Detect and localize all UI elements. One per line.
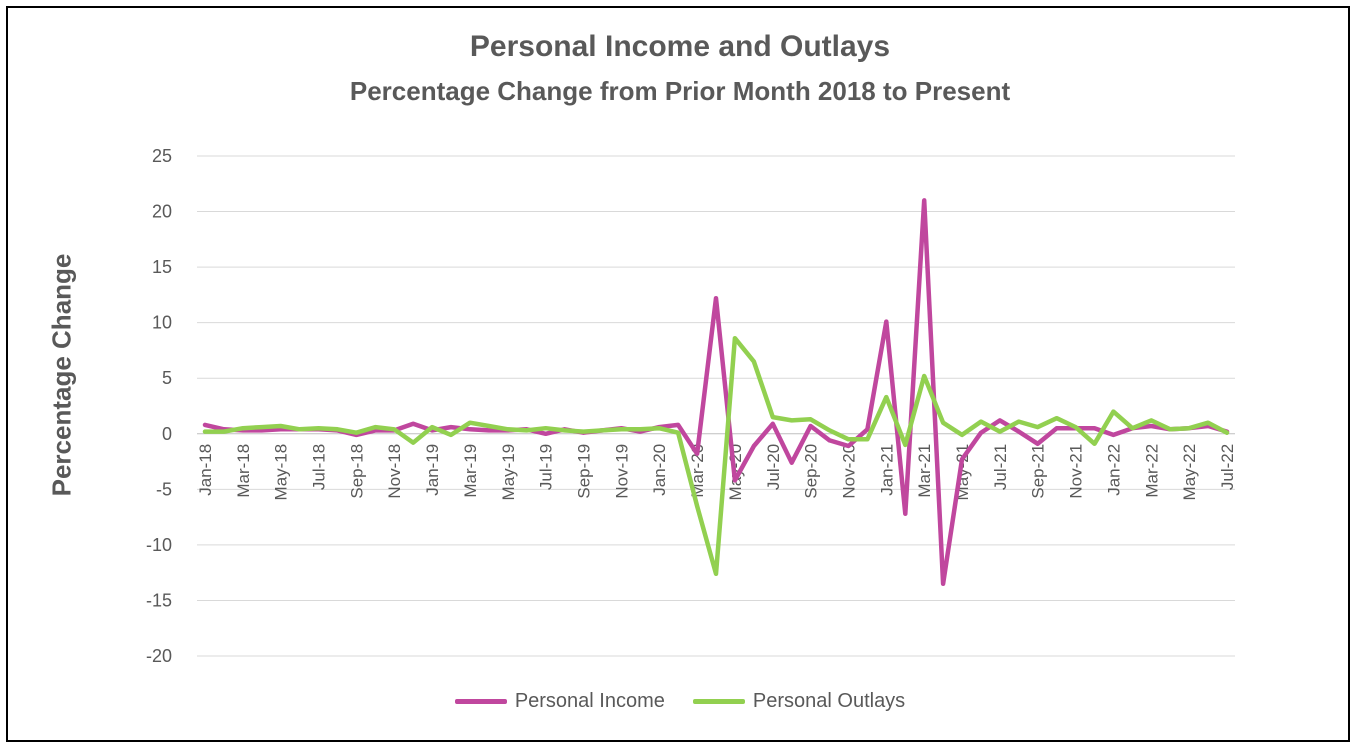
legend-label-outlays: Personal Outlays (752, 690, 906, 712)
legend-swatch-income (454, 699, 507, 704)
x-tick-label: Jan-20 (650, 444, 669, 496)
y-tick-labels: 25 20 15 10 5 0 -5 -10 -15 -20 (146, 146, 172, 666)
y-tick-label: -20 (146, 646, 172, 666)
y-tick-label: -5 (156, 479, 172, 499)
y-tick-label: -10 (146, 535, 172, 555)
x-tick-label: Sep-18 (347, 444, 366, 499)
gridlines (197, 155, 1235, 657)
x-tick-label: Jan-18 (196, 444, 215, 496)
x-tick-label: Sep-19 (575, 444, 594, 499)
series-line-personal-outlays (202, 335, 1230, 577)
x-tick-label: Nov-18 (385, 444, 404, 499)
x-tick-label: Jul-22 (1218, 444, 1237, 490)
x-tick-label: Mar-22 (1142, 444, 1161, 498)
y-tick-label: 5 (162, 368, 172, 388)
x-tick-label: May-19 (499, 444, 518, 501)
x-tick-label: Nov-20 (839, 444, 858, 499)
y-tick-label: 10 (152, 313, 172, 333)
legend-label-income: Personal Income (514, 690, 665, 712)
x-tick-label: Nov-19 (612, 444, 631, 499)
x-tick-label: Jan-22 (1104, 444, 1123, 496)
x-tick-label: Mar-19 (461, 444, 480, 498)
x-tick-label: May-18 (272, 444, 291, 501)
series-line-personal-income (202, 198, 1230, 587)
x-tick-label: Nov-21 (1067, 444, 1086, 499)
x-tick-label: Mar-21 (915, 444, 934, 498)
legend-item-income: Personal Income (454, 690, 665, 713)
x-tick-label: Jan-19 (423, 444, 442, 496)
x-tick-label: May-22 (1180, 444, 1199, 501)
x-tick-label: Jul-19 (537, 444, 556, 490)
chart-subtitle: Percentage Change from Prior Month 2018 … (349, 76, 1011, 106)
x-tick-label: Sep-21 (1029, 444, 1048, 499)
y-tick-label: 25 (152, 146, 172, 166)
x-tick-label: Jan-21 (877, 444, 896, 496)
x-tick-label: Mar-18 (234, 444, 253, 498)
series-lines (202, 198, 1230, 587)
chart-frame (6, 6, 1350, 742)
x-tick-label: Sep-20 (802, 444, 821, 499)
y-tick-label: 0 (162, 424, 172, 444)
y-tick-label: 20 (152, 202, 172, 222)
y-tick-label: -15 (146, 590, 172, 610)
legend-item-outlays: Personal Outlays (692, 690, 906, 713)
x-tick-label: Jul-18 (310, 444, 329, 490)
chart-title: Personal Income and Outlays (469, 30, 891, 63)
legend-swatch-outlays (692, 699, 745, 704)
legend: Personal Income Personal Outlays (0, 690, 1360, 713)
x-tick-labels: Jan-18 Mar-18 May-18 Jul-18 Sep-18 Nov-18 Jan-… (196, 444, 1237, 501)
y-tick-label: 15 (152, 257, 172, 277)
x-tick-label: Jul-21 (991, 444, 1010, 490)
x-tick-label: Jul-20 (764, 444, 783, 490)
